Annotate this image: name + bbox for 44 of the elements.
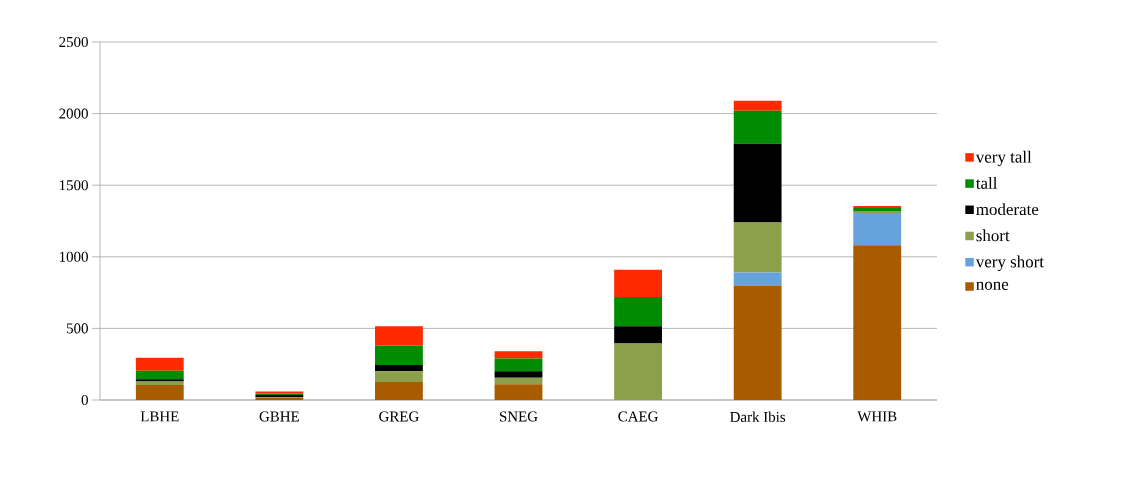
bar	[614, 326, 662, 344]
legend-label: none	[976, 281, 1009, 290]
bar	[853, 213, 902, 246]
x-tick-label: SNEG	[499, 411, 538, 422]
x-tick-label: GBHE	[259, 411, 299, 422]
bar	[375, 326, 423, 346]
bar	[375, 382, 423, 400]
x-tick-label: WHIB	[857, 411, 897, 422]
bar	[135, 384, 184, 400]
y-tick-label: 2500	[59, 36, 88, 48]
bar	[733, 222, 782, 273]
x-tick-label: CAEG	[618, 411, 658, 422]
bar	[733, 100, 782, 111]
legend-label: moderate	[976, 203, 1039, 216]
y-tick-label: 500	[66, 323, 88, 334]
legend-label: tall	[975, 176, 998, 189]
bar	[494, 351, 543, 359]
bar	[733, 143, 782, 223]
bar	[494, 371, 543, 378]
bar	[494, 358, 543, 372]
bar	[135, 370, 184, 380]
legend-label: very tall	[975, 150, 1032, 167]
y-tick-label: 1000	[59, 251, 88, 262]
bar	[614, 269, 662, 297]
y-tick-label: 2000	[59, 108, 88, 119]
bar	[375, 371, 423, 383]
bar	[733, 110, 782, 144]
bar	[494, 377, 543, 385]
y-tick-label: 1500	[59, 180, 88, 191]
bar	[494, 384, 543, 400]
y-tick-label: 0	[81, 394, 88, 406]
bar	[375, 364, 423, 372]
bar	[135, 357, 184, 371]
bar	[733, 272, 782, 286]
bar	[733, 285, 782, 400]
bar	[614, 343, 662, 400]
x-tick-label: Dark Ibis	[730, 411, 786, 422]
legend-label: very short	[975, 255, 1044, 271]
x-tick-label: GREG	[379, 411, 419, 422]
x-tick-label: LBHE	[140, 411, 179, 422]
legend-label: short	[976, 229, 1010, 242]
bar	[614, 296, 662, 327]
bar	[853, 245, 902, 400]
bar	[375, 345, 423, 365]
